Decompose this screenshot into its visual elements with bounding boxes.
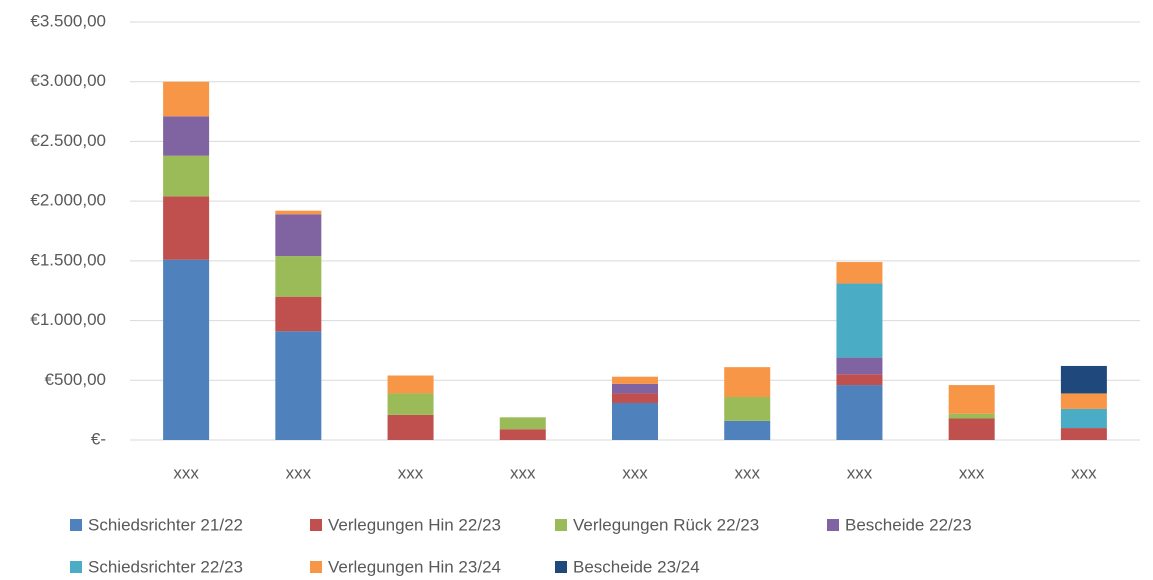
legend-swatch (70, 561, 82, 573)
legend-label: Bescheide 23/24 (573, 557, 700, 576)
bar-segment (163, 116, 210, 156)
bar-segment (1060, 428, 1107, 440)
legend-swatch (555, 519, 567, 531)
legend-label: Bescheide 22/23 (845, 515, 972, 534)
bar-segment (1060, 408, 1107, 429)
legend-label: Verlegungen Hin 23/24 (328, 557, 501, 576)
legend-label: Verlegungen Rück 22/23 (573, 515, 759, 534)
y-tick-label: €500,00 (45, 370, 106, 389)
bar-segment (612, 402, 658, 440)
x-tick-label: xxx (734, 463, 760, 482)
y-tick-label: €- (91, 429, 106, 448)
bar-segment (275, 296, 322, 332)
bar-segment (612, 376, 658, 384)
bar-segment (163, 259, 210, 440)
x-tick-label: xxx (286, 463, 312, 482)
x-tick-label: xxx (847, 463, 873, 482)
bar-segment (163, 196, 210, 260)
x-tick-label: xxx (510, 463, 536, 482)
legend-swatch (310, 519, 322, 531)
bar-segment (1060, 393, 1107, 409)
x-tick-label: xxx (398, 463, 424, 482)
y-tick-label: €3.500,00 (30, 11, 106, 30)
x-tick-label: xxx (173, 463, 199, 482)
legend-label: Schiedsrichter 22/23 (88, 557, 243, 576)
y-tick-label: €1.000,00 (30, 310, 106, 329)
bar-segment (163, 155, 210, 197)
legend-label: Schiedsrichter 21/22 (88, 515, 243, 534)
bar-segment (836, 374, 883, 386)
bar-segment (499, 417, 546, 430)
bar-segment (499, 429, 546, 440)
bar-segment (724, 420, 771, 440)
bar-segment (275, 256, 322, 297)
bar-segment (836, 283, 883, 358)
legend-swatch (310, 561, 322, 573)
x-tick-label: xxx (622, 463, 648, 482)
bar-segment (387, 375, 434, 394)
legend-swatch (70, 519, 82, 531)
bar-segment (612, 383, 658, 394)
legend-swatch (555, 561, 567, 573)
bar-segment (387, 414, 434, 440)
bar-segment (387, 393, 434, 415)
y-tick-label: €2.000,00 (30, 191, 106, 210)
bar-segment (163, 81, 210, 117)
bar-segment (275, 214, 322, 257)
bar-segment (724, 397, 771, 421)
bar-segment (948, 385, 995, 414)
bar-segment (275, 331, 322, 440)
bar-segment (836, 357, 883, 375)
y-tick-label: €2.500,00 (30, 131, 106, 150)
bar-segment (948, 413, 995, 419)
legend-swatch (827, 519, 839, 531)
x-tick-label: xxx (959, 463, 985, 482)
legend-label: Verlegungen Hin 22/23 (328, 515, 501, 534)
bar-segment (836, 385, 883, 440)
bar-segment (1060, 365, 1107, 394)
bar-segment (612, 393, 658, 403)
y-tick-label: €1.500,00 (30, 250, 106, 269)
bar-segment (724, 367, 771, 398)
bar-segment (836, 262, 883, 284)
x-tick-label: xxx (1071, 463, 1097, 482)
bar-segment (275, 210, 322, 215)
y-tick-label: €3.000,00 (30, 71, 106, 90)
bar-segment (948, 418, 995, 440)
